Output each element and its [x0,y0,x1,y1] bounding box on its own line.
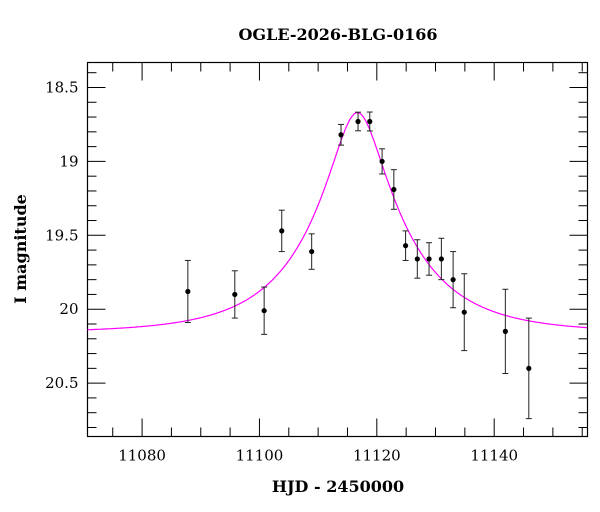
data-point [379,148,386,175]
y-tick-label: 19.5 [45,226,78,244]
data-marker [426,256,432,262]
x-tick-label: 11140 [470,447,518,465]
data-point [308,233,315,270]
data-points-group [184,111,532,420]
data-point [231,270,238,319]
x-tick-label: 11080 [118,447,166,465]
data-point [278,209,285,253]
data-point [426,242,433,276]
data-marker [414,256,420,262]
data-point [438,237,445,281]
data-point [461,273,468,352]
data-marker [355,118,361,125]
data-marker [185,288,191,295]
axes: 11080 11100 11120 11140 18.5 19 19.5 20 20.5 [45,61,589,465]
model-curve-group [87,112,587,331]
model-curve [87,112,587,331]
data-point [402,230,409,261]
data-marker [461,309,467,315]
data-marker [526,365,532,371]
y-tick-label: 20.5 [45,374,78,392]
y-axis-label: I magnitude [11,194,30,304]
x-tick-label: 11100 [236,447,284,465]
data-point [390,169,397,210]
data-point [525,317,532,420]
y-tick-label: 19 [59,152,78,170]
y-tick-label: 20 [59,300,78,318]
data-point [184,259,191,324]
data-marker [367,118,373,125]
data-point [366,111,373,132]
data-marker [279,228,285,234]
data-marker [232,291,238,298]
x-axis-label: HJD - 2450000 [272,477,404,496]
chart-title: OGLE-2026-BLG-0166 [238,25,437,44]
y-tick-label: 18.5 [45,78,78,96]
data-marker [379,158,385,164]
data-marker [450,277,456,283]
x-tick-label: 11120 [353,447,401,465]
data-point [450,251,457,309]
data-point [338,123,345,146]
data-point [414,239,421,279]
data-marker [338,132,344,138]
data-marker [261,308,267,314]
plot-frame [86,61,589,438]
data-marker [438,256,444,262]
data-marker [391,186,397,193]
data-marker [309,248,315,255]
data-marker [502,328,508,334]
data-point [261,286,268,335]
data-point [355,111,362,132]
data-marker [402,243,409,249]
data-point [502,288,509,375]
